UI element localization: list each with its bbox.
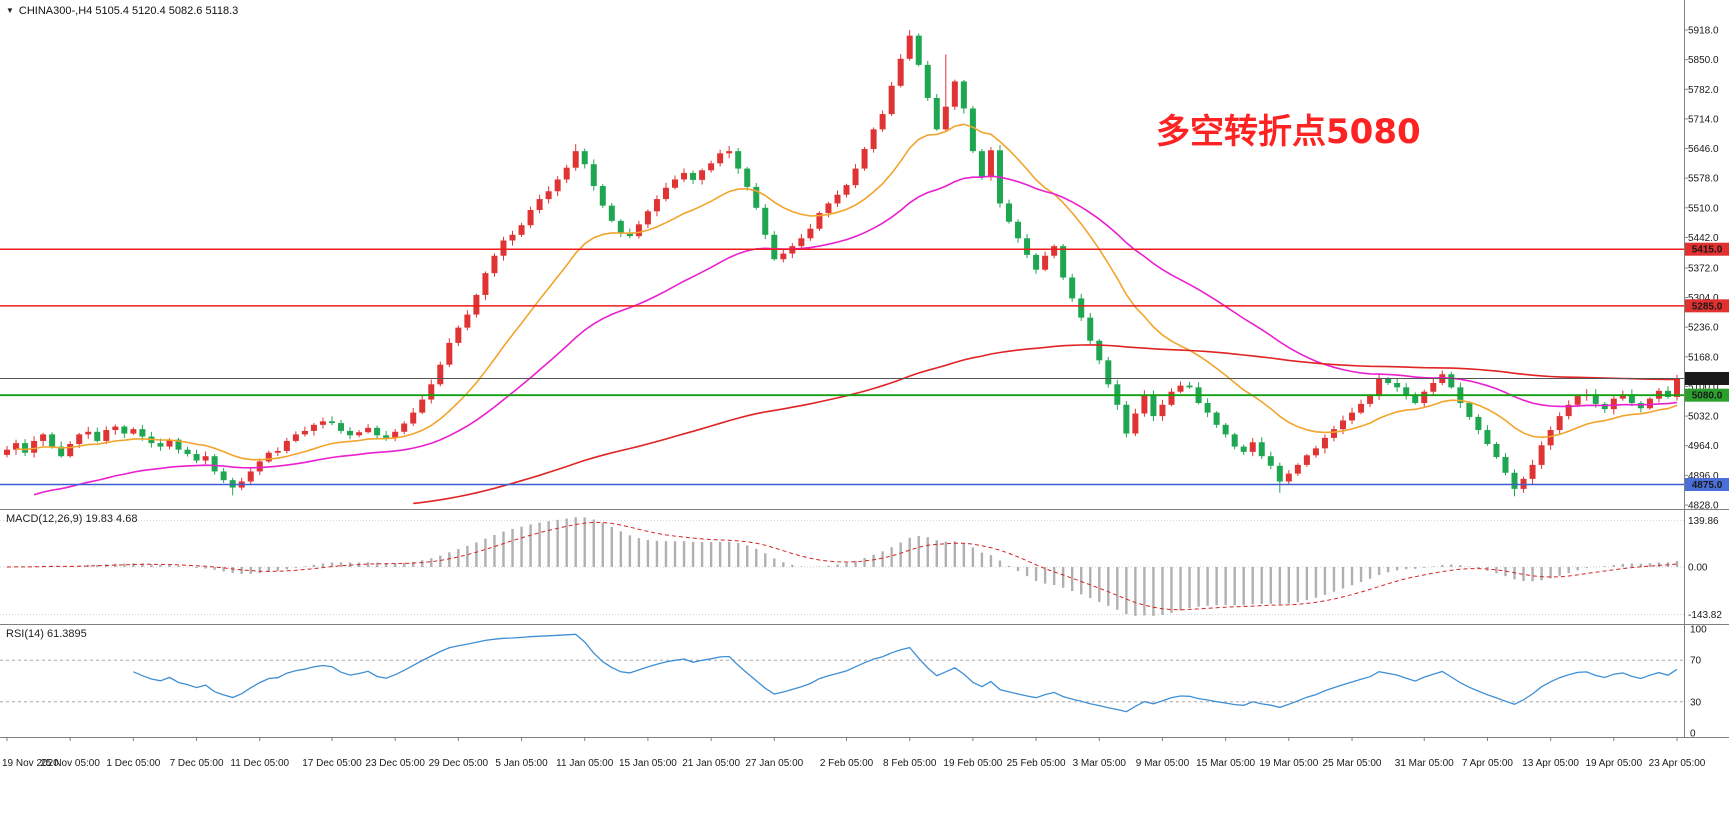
svg-text:5415.0: 5415.0	[1692, 245, 1723, 256]
svg-text:25 Mar 05:00: 25 Mar 05:00	[1323, 758, 1382, 769]
symbol-ohlc-label: CHINA300-,H4 5105.4 5120.4 5082.6 5118.3	[18, 5, 239, 17]
svg-text:7 Dec 05:00: 7 Dec 05:00	[170, 758, 224, 769]
svg-text:5032.0: 5032.0	[1688, 412, 1719, 423]
svg-text:1 Dec 05:00: 1 Dec 05:00	[106, 758, 160, 769]
macd-panel[interactable]: 139.86 0.00 -143.82	[0, 516, 1722, 621]
svg-text:5080.0: 5080.0	[1692, 391, 1723, 402]
svg-text:11 Jan 05:00: 11 Jan 05:00	[556, 758, 614, 769]
price-level-badge	[1685, 242, 1729, 256]
panel-separators	[0, 0, 1729, 738]
svg-text:5372.0: 5372.0	[1688, 263, 1719, 274]
svg-text:5100.0: 5100.0	[1688, 382, 1719, 393]
candlestick-series[interactable]	[4, 30, 1680, 497]
svg-text:5850.0: 5850.0	[1688, 55, 1719, 66]
svg-text:19 Mar 05:00: 19 Mar 05:00	[1259, 758, 1318, 769]
svg-text:15 Jan 05:00: 15 Jan 05:00	[619, 758, 677, 769]
svg-text:5918.0: 5918.0	[1688, 26, 1719, 37]
price-level-badge	[1685, 371, 1729, 385]
rsi-panel[interactable]: 100 70 30 0	[0, 625, 1707, 740]
svg-text:29 Dec 05:00: 29 Dec 05:00	[429, 758, 489, 769]
symbol-info-bar[interactable]: ▼ CHINA300-,H4 5105.4 5120.4 5082.6 5118…	[6, 5, 238, 17]
svg-text:21 Jan 05:00: 21 Jan 05:00	[682, 758, 740, 769]
svg-text:4896.0: 4896.0	[1688, 471, 1719, 482]
svg-text:0: 0	[1690, 729, 1696, 740]
svg-text:8 Feb 05:00: 8 Feb 05:00	[883, 758, 937, 769]
svg-text:5714.0: 5714.0	[1688, 114, 1719, 125]
svg-text:23 Apr 05:00: 23 Apr 05:00	[1649, 758, 1706, 769]
horizontal-lines-layer	[0, 248, 1684, 486]
svg-text:4875.0: 4875.0	[1692, 480, 1723, 491]
svg-text:31 Mar 05:00: 31 Mar 05:00	[1395, 758, 1454, 769]
svg-text:5168.0: 5168.0	[1688, 352, 1719, 363]
svg-text:4828.0: 4828.0	[1688, 501, 1719, 512]
moving-averages-layer	[15, 123, 1678, 505]
svg-text:30: 30	[1690, 697, 1702, 708]
svg-text:5285.0: 5285.0	[1692, 301, 1723, 312]
svg-text:4964.0: 4964.0	[1688, 441, 1719, 452]
svg-text:5442.0: 5442.0	[1688, 233, 1719, 244]
svg-text:25 Feb 05:00: 25 Feb 05:00	[1007, 758, 1066, 769]
ma-slow	[413, 344, 1677, 505]
svg-text:25 Nov 05:00: 25 Nov 05:00	[40, 758, 100, 769]
svg-text:5304.0: 5304.0	[1688, 293, 1719, 304]
svg-text:13 Apr 05:00: 13 Apr 05:00	[1522, 758, 1579, 769]
svg-text:2 Feb 05:00: 2 Feb 05:00	[820, 758, 874, 769]
svg-text:100: 100	[1690, 625, 1707, 636]
price-level-badge	[1685, 478, 1729, 492]
svg-text:5118.3: 5118.3	[1692, 374, 1722, 385]
price-level-badge	[1685, 388, 1729, 402]
chevron-down-icon[interactable]: ▼	[6, 6, 14, 15]
price-level-badge	[1685, 299, 1729, 313]
ma-fast	[15, 123, 1678, 461]
svg-text:0.00: 0.00	[1688, 563, 1708, 574]
svg-text:139.86: 139.86	[1688, 516, 1719, 527]
svg-text:19 Nov 2020: 19 Nov 2020	[2, 758, 59, 769]
svg-text:5782.0: 5782.0	[1688, 85, 1719, 96]
svg-text:11 Dec 05:00: 11 Dec 05:00	[230, 758, 289, 769]
price-axis[interactable]: 5918.0 5850.0 5782.0 5714.0 5646.0 5578.0 5510…	[1684, 26, 1729, 512]
svg-text:7 Apr 05:00: 7 Apr 05:00	[1462, 758, 1514, 769]
svg-text:70: 70	[1690, 656, 1702, 667]
svg-text:5646.0: 5646.0	[1688, 144, 1719, 155]
svg-text:23 Dec 05:00: 23 Dec 05:00	[365, 758, 425, 769]
macd-signal-line	[6, 521, 1678, 611]
svg-text:5510.0: 5510.0	[1688, 203, 1719, 214]
svg-text:27 Jan 05:00: 27 Jan 05:00	[745, 758, 803, 769]
svg-text:15 Mar 05:00: 15 Mar 05:00	[1196, 758, 1255, 769]
rsi-line	[133, 633, 1678, 713]
svg-text:5236.0: 5236.0	[1688, 323, 1719, 334]
svg-text:5 Jan 05:00: 5 Jan 05:00	[495, 758, 548, 769]
chart-annotation-text: 多空转折点5080	[1156, 112, 1421, 152]
svg-text:19 Apr 05:00: 19 Apr 05:00	[1585, 758, 1642, 769]
rsi-indicator-label: RSI(14) 61.3895	[6, 628, 87, 640]
svg-text:5578.0: 5578.0	[1688, 174, 1719, 185]
svg-text:-143.82: -143.82	[1688, 610, 1722, 621]
macd-indicator-label: MACD(12,26,9) 19.83 4.68	[6, 513, 138, 525]
svg-text:3 Mar 05:00: 3 Mar 05:00	[1073, 758, 1127, 769]
svg-text:9 Mar 05:00: 9 Mar 05:00	[1136, 758, 1190, 769]
svg-text:19 Feb 05:00: 19 Feb 05:00	[943, 758, 1002, 769]
svg-text:17 Dec 05:00: 17 Dec 05:00	[302, 758, 362, 769]
ma-medium	[33, 175, 1678, 496]
